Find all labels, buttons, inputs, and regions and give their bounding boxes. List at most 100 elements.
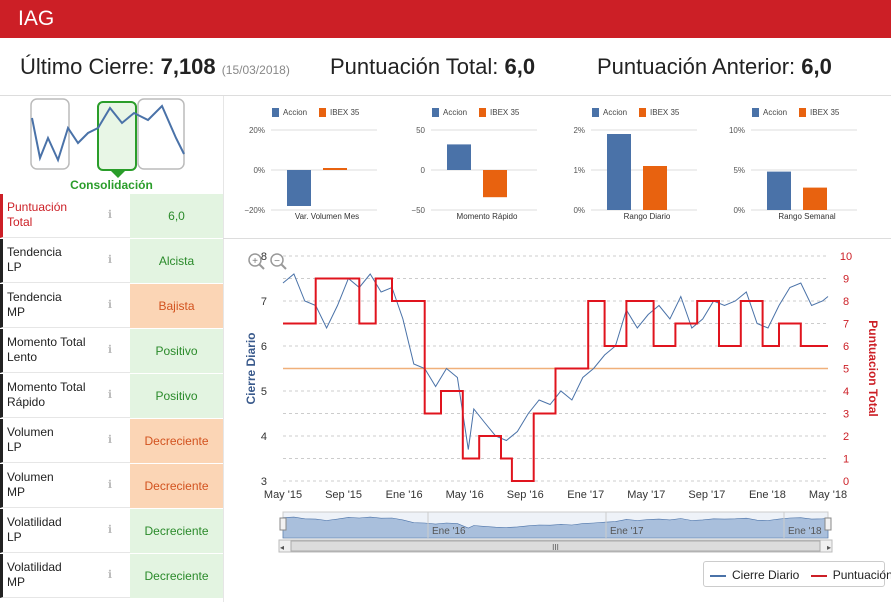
info-icon[interactable]: ℹ <box>107 569 113 581</box>
indicator-value: Decreciente <box>130 464 223 508</box>
thumb-line <box>31 104 185 163</box>
navigator-handle[interactable] <box>279 517 287 531</box>
info-icon[interactable]: ℹ <box>107 479 113 491</box>
legend-label: Accion <box>443 108 468 118</box>
svg-text:−: − <box>274 256 280 267</box>
indicator-label: Tendencia LP <box>0 239 130 283</box>
indicator-value: 6,0 <box>130 194 223 238</box>
bar-ibex-35[interactable] <box>483 170 507 198</box>
indicator-row-momento-total-lento: Momento Total Lento ℹ Positivo <box>0 329 223 374</box>
y2-tick-label: 2 <box>843 431 849 443</box>
chart-legend: Cierre Diario Puntuación <box>703 561 891 587</box>
column-divider <box>223 96 224 602</box>
indicator-row-tendencia-mp: Tendencia MP ℹ Bajista <box>0 284 223 329</box>
indicator-label: Puntuación Total <box>0 194 130 238</box>
info-icon[interactable]: ℹ <box>107 524 113 536</box>
zoom-out-icon[interactable]: − <box>270 253 287 270</box>
y-tick-label: 0 <box>421 166 426 175</box>
y-tick-label: 5 <box>261 386 267 398</box>
legend-swatch <box>432 108 439 118</box>
indicator-row-momento-total-rapido: Momento Total Rápido ℹ Positivo <box>0 374 223 419</box>
indicator-value: Positivo <box>130 329 223 373</box>
legend-cierre[interactable]: Cierre Diario <box>710 568 799 582</box>
bar-accion[interactable] <box>607 134 631 210</box>
bar-ibex-35[interactable] <box>323 168 347 170</box>
thumb-frame-3 <box>137 98 185 170</box>
legend-puntuacion[interactable]: Puntuación <box>810 568 891 582</box>
y-tick-label: 8 <box>261 251 267 263</box>
y-tick-label: 50 <box>416 126 425 135</box>
summary-bar: Último Cierre: 7,108 (15/03/2018) Puntua… <box>0 38 891 96</box>
y-tick-label: 3 <box>261 476 267 488</box>
indicator-value: Decreciente <box>130 554 223 598</box>
y2-tick-label: 7 <box>843 319 849 331</box>
indicator-value: Decreciente <box>130 419 223 463</box>
svg-text:+: + <box>252 256 258 267</box>
legend-label: IBEX 35 <box>490 108 520 118</box>
indicator-label: Volatilidad MP <box>0 554 130 598</box>
app-header: IAG <box>0 0 891 38</box>
legend-label: IBEX 35 <box>330 108 360 118</box>
scrollbar-grip: III <box>552 543 559 552</box>
y-tick-label: −50 <box>411 206 425 215</box>
mini-legend: Accion IBEX 35 <box>227 108 387 118</box>
y-tick-label: 20% <box>249 126 265 135</box>
y-axis-title: Cierre Diario <box>244 332 258 404</box>
svg-text:▸: ▸ <box>827 543 831 552</box>
mini-chart-title: Momento Rápido <box>456 212 518 221</box>
x-tick-label: May '18 <box>809 489 847 501</box>
mini-legend: Accion IBEX 35 <box>547 108 707 118</box>
bar-accion[interactable] <box>287 170 311 206</box>
info-icon[interactable]: ℹ <box>107 254 113 266</box>
x-tick-label: Sep '17 <box>688 489 725 501</box>
indicator-label: Volatilidad LP <box>0 509 130 553</box>
y2-axis-title: Puntuacion Total <box>866 320 880 416</box>
indicator-label: Momento Total Lento <box>0 329 130 373</box>
info-icon[interactable]: ℹ <box>107 209 113 221</box>
y2-tick-label: 1 <box>843 454 849 466</box>
navigator[interactable]: Ene '16 Ene '17 Ene '18 <box>282 511 829 539</box>
legend-swatch <box>592 108 599 118</box>
thumb-pointer <box>110 170 126 178</box>
mini-chart-title: Rango Semanal <box>778 212 836 221</box>
legend-swatch <box>319 108 327 118</box>
y-tick-label: 5% <box>733 166 745 175</box>
y2-tick-label: 0 <box>843 476 849 488</box>
ultimo-cierre: Último Cierre: 7,108 (15/03/2018) <box>20 54 290 80</box>
y-tick-label: 0% <box>733 206 745 215</box>
bar-accion[interactable] <box>767 171 791 210</box>
series-puntuacion[interactable] <box>283 277 828 482</box>
info-icon[interactable]: ℹ <box>107 299 113 311</box>
mini-chart-rango-diario: Accion IBEX 35 2% 1% 0% Rango Diario <box>547 96 707 239</box>
puntuacion-anterior: Puntuación Anterior: 6,0 <box>597 54 832 80</box>
x-tick-label: May '16 <box>446 489 484 501</box>
consolidation-thumbnail[interactable] <box>30 98 188 192</box>
y-tick-label: 7 <box>261 296 267 308</box>
navigator-handle[interactable] <box>824 517 832 531</box>
legend-swatch <box>799 108 807 118</box>
mini-bar-charts: Accion IBEX 35 20% 0% −20% Var. Volumen Mes Ac… <box>223 96 891 239</box>
y-tick-label: 1% <box>573 166 585 175</box>
thumb-frame-selected <box>97 101 137 171</box>
info-icon[interactable]: ℹ <box>107 389 113 401</box>
bar-ibex-35[interactable] <box>803 187 827 210</box>
indicator-value: Bajista <box>130 284 223 328</box>
mini-chart-var-volumen-mes: Accion IBEX 35 20% 0% −20% Var. Volumen Mes <box>227 96 387 239</box>
indicator-row-volatilidad-mp: Volatilidad MP ℹ Decreciente <box>0 554 223 599</box>
zoom-in-icon[interactable]: + <box>248 253 265 270</box>
legend-swatch <box>639 108 647 118</box>
svg-text:◂: ◂ <box>280 543 284 552</box>
navigator-scrollbar[interactable]: III ◂ ▸ <box>278 539 833 553</box>
mini-bars: 10% 5% 0% <box>729 126 857 215</box>
legend-swatch <box>479 108 487 118</box>
info-icon[interactable]: ℹ <box>107 434 113 446</box>
x-tick-label: May '17 <box>627 489 665 501</box>
y-tick-label: 10% <box>729 126 745 135</box>
indicator-value: Positivo <box>130 374 223 418</box>
thumbnail-label: Consolidación <box>70 178 153 192</box>
indicator-row-volumen-lp: Volumen LP ℹ Decreciente <box>0 419 223 464</box>
bar-ibex-35[interactable] <box>643 166 667 210</box>
puntuacion-total-value: 6,0 <box>504 54 536 79</box>
bar-accion[interactable] <box>447 144 471 170</box>
info-icon[interactable]: ℹ <box>107 344 113 356</box>
